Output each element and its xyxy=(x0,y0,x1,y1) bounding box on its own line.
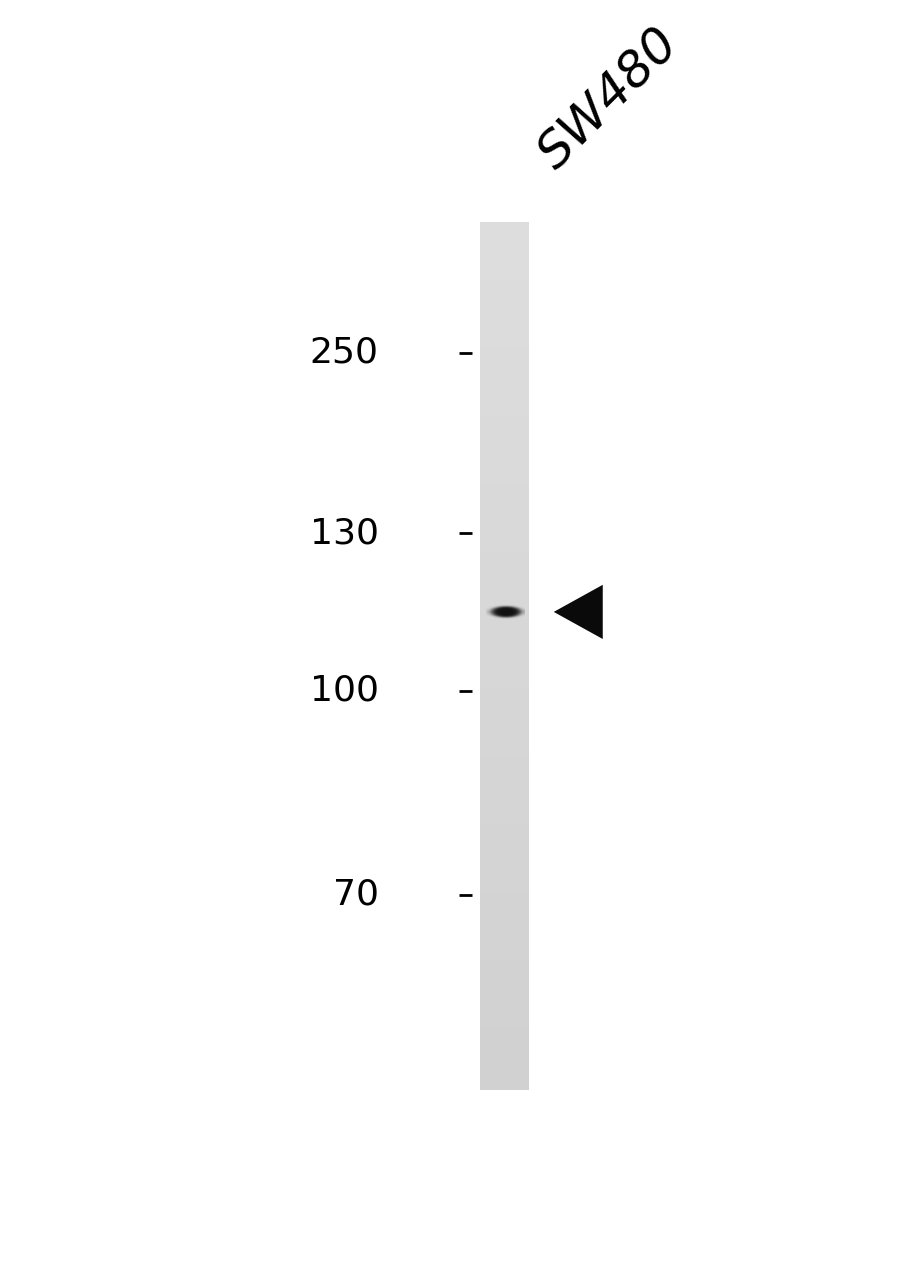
Text: SW480: SW480 xyxy=(529,19,687,178)
Polygon shape xyxy=(553,585,603,639)
Text: 70: 70 xyxy=(333,878,379,911)
Text: 250: 250 xyxy=(309,335,379,370)
Text: 130: 130 xyxy=(309,516,379,550)
Text: 100: 100 xyxy=(309,673,379,708)
